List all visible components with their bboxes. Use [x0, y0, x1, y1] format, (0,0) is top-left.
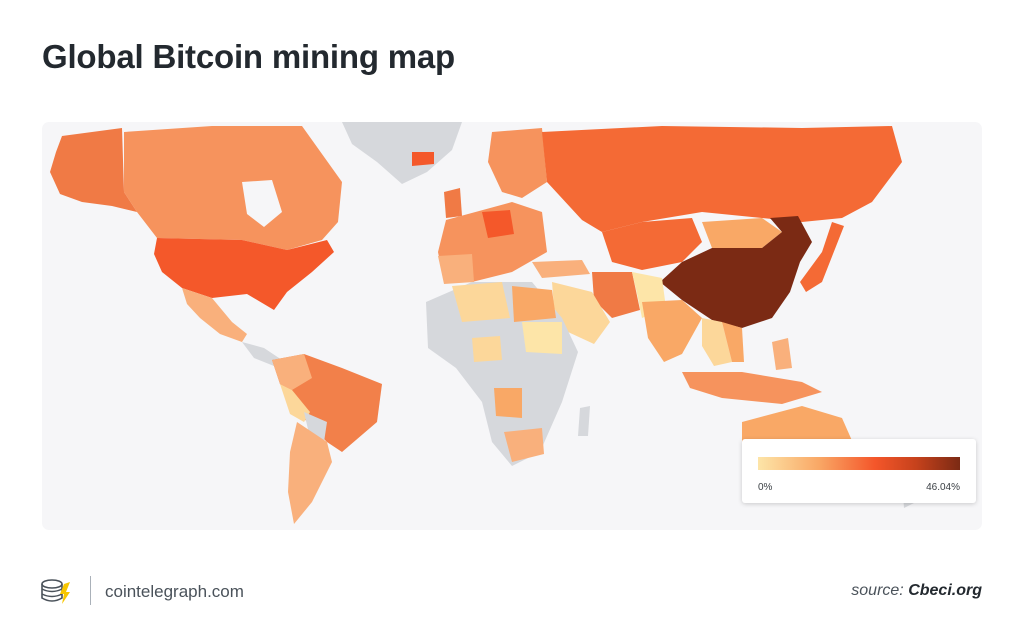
region-myanmar-thailand	[702, 318, 732, 366]
region-china	[660, 216, 812, 328]
world-map	[42, 122, 982, 530]
page-title: Global Bitcoin mining map	[42, 38, 456, 75]
legend-gradient-bar	[758, 457, 960, 470]
region-indonesia	[682, 372, 822, 404]
region-nigeria	[472, 336, 502, 362]
region-iberia	[438, 254, 474, 284]
region-mongolia	[702, 218, 782, 248]
world-map-svg	[50, 122, 916, 524]
region-uk	[444, 188, 462, 218]
footer-source-prefix: source:	[851, 582, 904, 599]
region-turkey	[532, 260, 590, 278]
region-alaska	[50, 128, 137, 212]
region-scandinavia	[488, 128, 547, 198]
region-south-africa	[504, 428, 544, 462]
footer-site-link[interactable]: cointelegraph.com	[105, 582, 244, 601]
footer-source-name: Cbeci.org	[908, 582, 982, 599]
region-argentina-chile	[288, 422, 332, 524]
region-mexico	[182, 288, 247, 342]
region-sudan	[522, 322, 562, 354]
region-madagascar	[578, 406, 590, 436]
region-usa	[154, 238, 334, 310]
region-algeria-libya	[452, 282, 510, 322]
region-india	[642, 300, 702, 362]
region-hudson-bay	[242, 180, 282, 227]
region-colombia-venezuela	[272, 354, 312, 390]
region-russia	[542, 126, 902, 232]
region-greenland	[342, 122, 462, 184]
region-iceland	[412, 152, 434, 166]
color-scale-legend: 0% 46.04%	[742, 439, 976, 503]
footer-divider	[90, 576, 91, 605]
cointelegraph-logo-icon	[40, 578, 72, 611]
region-egypt	[512, 286, 556, 322]
legend-min-label: 0%	[758, 482, 773, 493]
region-kazakhstan	[602, 218, 702, 270]
region-germany	[482, 210, 514, 238]
region-canada	[124, 126, 342, 250]
region-philippines	[772, 338, 792, 370]
footer-source: source: Cbeci.org	[851, 582, 982, 600]
legend-max-label: 46.04%	[926, 482, 960, 493]
region-japan	[800, 222, 844, 292]
region-angola	[494, 388, 522, 418]
region-peru-bolivia	[280, 384, 310, 422]
region-vietnam-laos	[722, 322, 744, 362]
region-iran	[592, 272, 640, 318]
